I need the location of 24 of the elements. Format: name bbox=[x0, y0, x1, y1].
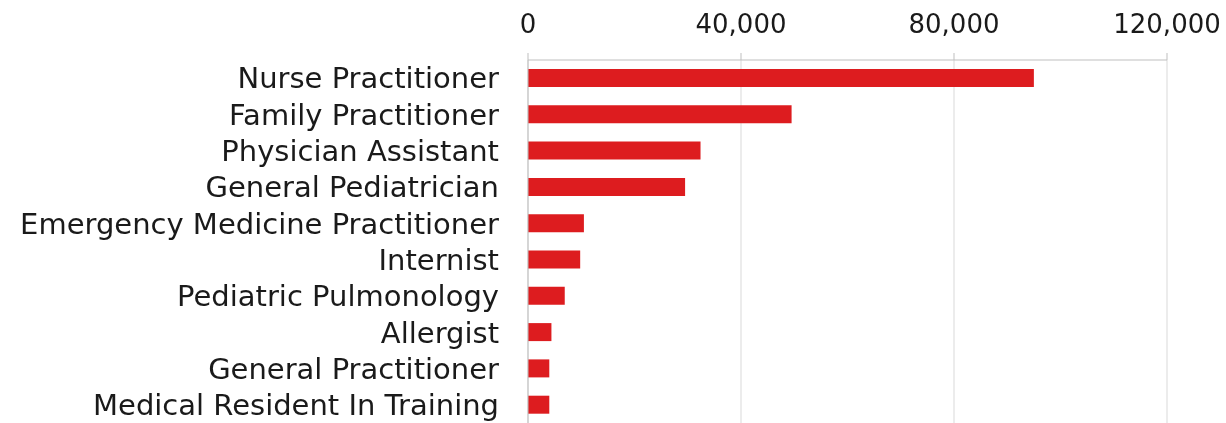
y-tick-label: Internist bbox=[378, 242, 499, 277]
y-tick-label: Physician Assistant bbox=[221, 134, 499, 169]
y-tick-label: Medical Resident In Training bbox=[93, 388, 499, 423]
x-tick-label: 120,000 bbox=[1113, 9, 1221, 39]
bar bbox=[528, 323, 552, 342]
bar bbox=[528, 69, 1034, 87]
bar bbox=[528, 214, 584, 233]
y-tick-label: General Practitioner bbox=[208, 351, 500, 386]
bar bbox=[528, 395, 550, 414]
bar bbox=[528, 177, 686, 196]
y-tick-label: General Pediatrician bbox=[205, 170, 499, 205]
bar bbox=[528, 359, 550, 378]
y-tick-label: Emergency Medicine Practitioner bbox=[20, 206, 500, 241]
y-tick-label: Family Practitioner bbox=[229, 97, 500, 132]
bar bbox=[528, 141, 701, 160]
x-tick-label: 40,000 bbox=[695, 9, 787, 39]
y-tick-label: Pediatric Pulmonology bbox=[177, 279, 499, 314]
bar bbox=[528, 105, 792, 124]
bar bbox=[528, 250, 581, 269]
y-tick-label: Allergist bbox=[380, 315, 499, 350]
y-tick-label: Nurse Practitioner bbox=[237, 61, 500, 96]
bar bbox=[528, 286, 565, 305]
x-tick-label: 80,000 bbox=[908, 9, 1000, 39]
x-tick-label: 0 bbox=[519, 9, 537, 39]
